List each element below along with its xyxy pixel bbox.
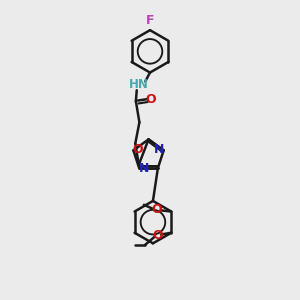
Text: O: O	[153, 229, 164, 242]
Text: O: O	[133, 143, 143, 156]
Text: F: F	[146, 14, 154, 27]
Text: N: N	[139, 162, 149, 175]
Text: O: O	[146, 93, 157, 106]
Text: N: N	[154, 143, 164, 156]
Text: O: O	[152, 203, 163, 216]
Text: HN: HN	[129, 78, 149, 92]
